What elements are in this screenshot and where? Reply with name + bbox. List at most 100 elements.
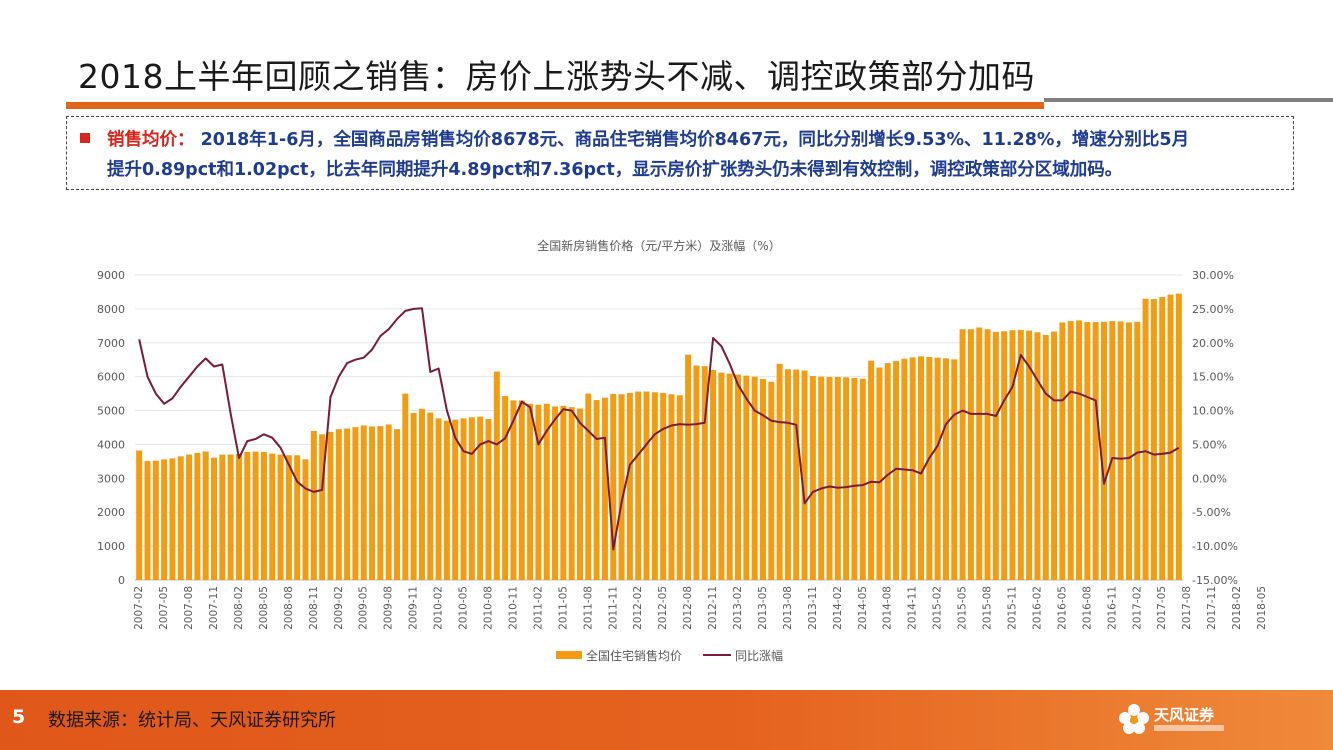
y-right-tick-label: 25.00% [1192, 303, 1234, 316]
bar [327, 431, 334, 580]
bar [610, 393, 617, 580]
bar [951, 359, 958, 580]
bar [826, 377, 833, 580]
y-right-tick-label: 20.00% [1192, 337, 1234, 350]
bar [369, 426, 376, 580]
bar [585, 393, 592, 580]
bar [909, 357, 916, 580]
bar [967, 329, 974, 580]
summary-line1: 2018年1-6月，全国商品房销售均价8678元、商品住宅销售均价8467元，同… [200, 130, 1190, 150]
bar [809, 375, 816, 580]
bar [868, 360, 875, 580]
chart-title: 全国新房销售价格（元/平方米）及涨幅（%） [537, 238, 780, 253]
x-tick-label: 2007-02 [133, 586, 145, 630]
bar [402, 393, 409, 580]
bar [543, 403, 550, 580]
bullet-square-icon [80, 133, 90, 143]
bar [1109, 321, 1116, 580]
summary-text: 销售均价： 2018年1-6月，全国商品房销售均价8678元、商品住宅销售均价8… [107, 125, 1277, 185]
bar [626, 392, 633, 580]
y-right-tick-label: 30.00% [1192, 269, 1234, 282]
bar [1042, 334, 1049, 580]
x-tick-label: 2016-02 [1031, 586, 1043, 630]
x-tick-label: 2008-11 [308, 586, 320, 630]
x-tick-label: 2017-11 [1206, 586, 1218, 630]
x-tick-label: 2014-02 [832, 586, 844, 630]
y-right-tick-label: 15.00% [1192, 371, 1234, 384]
bar [859, 378, 866, 580]
x-tick-label: 2007-11 [208, 586, 220, 630]
x-tick-label: 2013-08 [782, 586, 794, 630]
x-tick-label: 2015-08 [982, 586, 994, 630]
price-chart: 全国新房销售价格（元/平方米）及涨幅（%） 0 1000 2000 3000 4000 50… [97, 238, 1268, 663]
bar [693, 365, 700, 580]
bar [443, 420, 450, 580]
bar [793, 369, 800, 580]
bar [976, 327, 983, 580]
bar [834, 377, 841, 580]
bar [743, 375, 750, 580]
legend-bar-label: 全国住宅销售均价 [586, 648, 682, 663]
title-rule-gray [1044, 98, 1333, 102]
x-tick-label: 2017-05 [1156, 586, 1168, 630]
bar [169, 458, 176, 580]
growth-line [138, 307, 1180, 551]
bar [468, 417, 475, 580]
y-left-tick-label: 3000 [97, 472, 125, 485]
x-tick-label: 2017-08 [1181, 586, 1193, 630]
bar [643, 391, 650, 580]
bar [768, 381, 775, 580]
bar [219, 454, 226, 580]
bar [676, 395, 683, 580]
x-tick-label: 2012-02 [632, 586, 644, 630]
x-tick-label: 2011-11 [607, 586, 619, 630]
bar [394, 429, 400, 580]
bar [984, 329, 991, 580]
bar [294, 455, 301, 580]
footer-bar: 5 数据来源：统计局、天风证券研究所 天风证券 [0, 690, 1333, 750]
x-tick-label: 2015-05 [957, 586, 969, 630]
bar [344, 428, 351, 580]
x-tick-label: 2012-05 [657, 586, 669, 630]
bar [136, 450, 143, 580]
bar [244, 451, 251, 580]
x-tick-label: 2007-08 [183, 586, 195, 630]
bar [992, 331, 999, 580]
bar [1084, 322, 1091, 580]
bar [1026, 330, 1033, 580]
x-tick-label: 2018-02 [1231, 586, 1243, 630]
bar [410, 412, 417, 580]
bar [435, 418, 442, 580]
bar [1034, 332, 1041, 580]
bar [893, 361, 900, 580]
x-tick-label: 2013-05 [757, 586, 769, 630]
bar [1017, 329, 1024, 580]
x-tick-label: 2008-08 [283, 586, 295, 630]
bar [452, 419, 459, 580]
bar [177, 456, 184, 580]
bar [352, 427, 359, 580]
y-right-tick-label: 10.00% [1192, 405, 1234, 418]
bar [735, 374, 742, 580]
y-left-tick-label: 8000 [97, 303, 125, 316]
bar [1142, 298, 1149, 580]
bar [918, 356, 924, 580]
bar [285, 455, 292, 580]
bar [1059, 322, 1066, 580]
y-left-tick-label: 1000 [97, 540, 125, 553]
legend-line-label: 同比涨幅 [735, 648, 783, 663]
bar [1150, 299, 1157, 580]
bar [418, 408, 425, 580]
bar [302, 459, 309, 580]
bar [252, 451, 259, 580]
bar [759, 379, 766, 580]
bar [552, 406, 559, 580]
x-tick-label: 2011-02 [532, 586, 544, 630]
bar [310, 430, 317, 580]
bar [235, 453, 242, 580]
logo-text: 天风证券 [1154, 706, 1215, 724]
bar [335, 429, 342, 580]
y-left-tick-label: 2000 [97, 506, 125, 519]
bar [618, 394, 625, 580]
x-tick-label: 2016-08 [1081, 586, 1093, 630]
